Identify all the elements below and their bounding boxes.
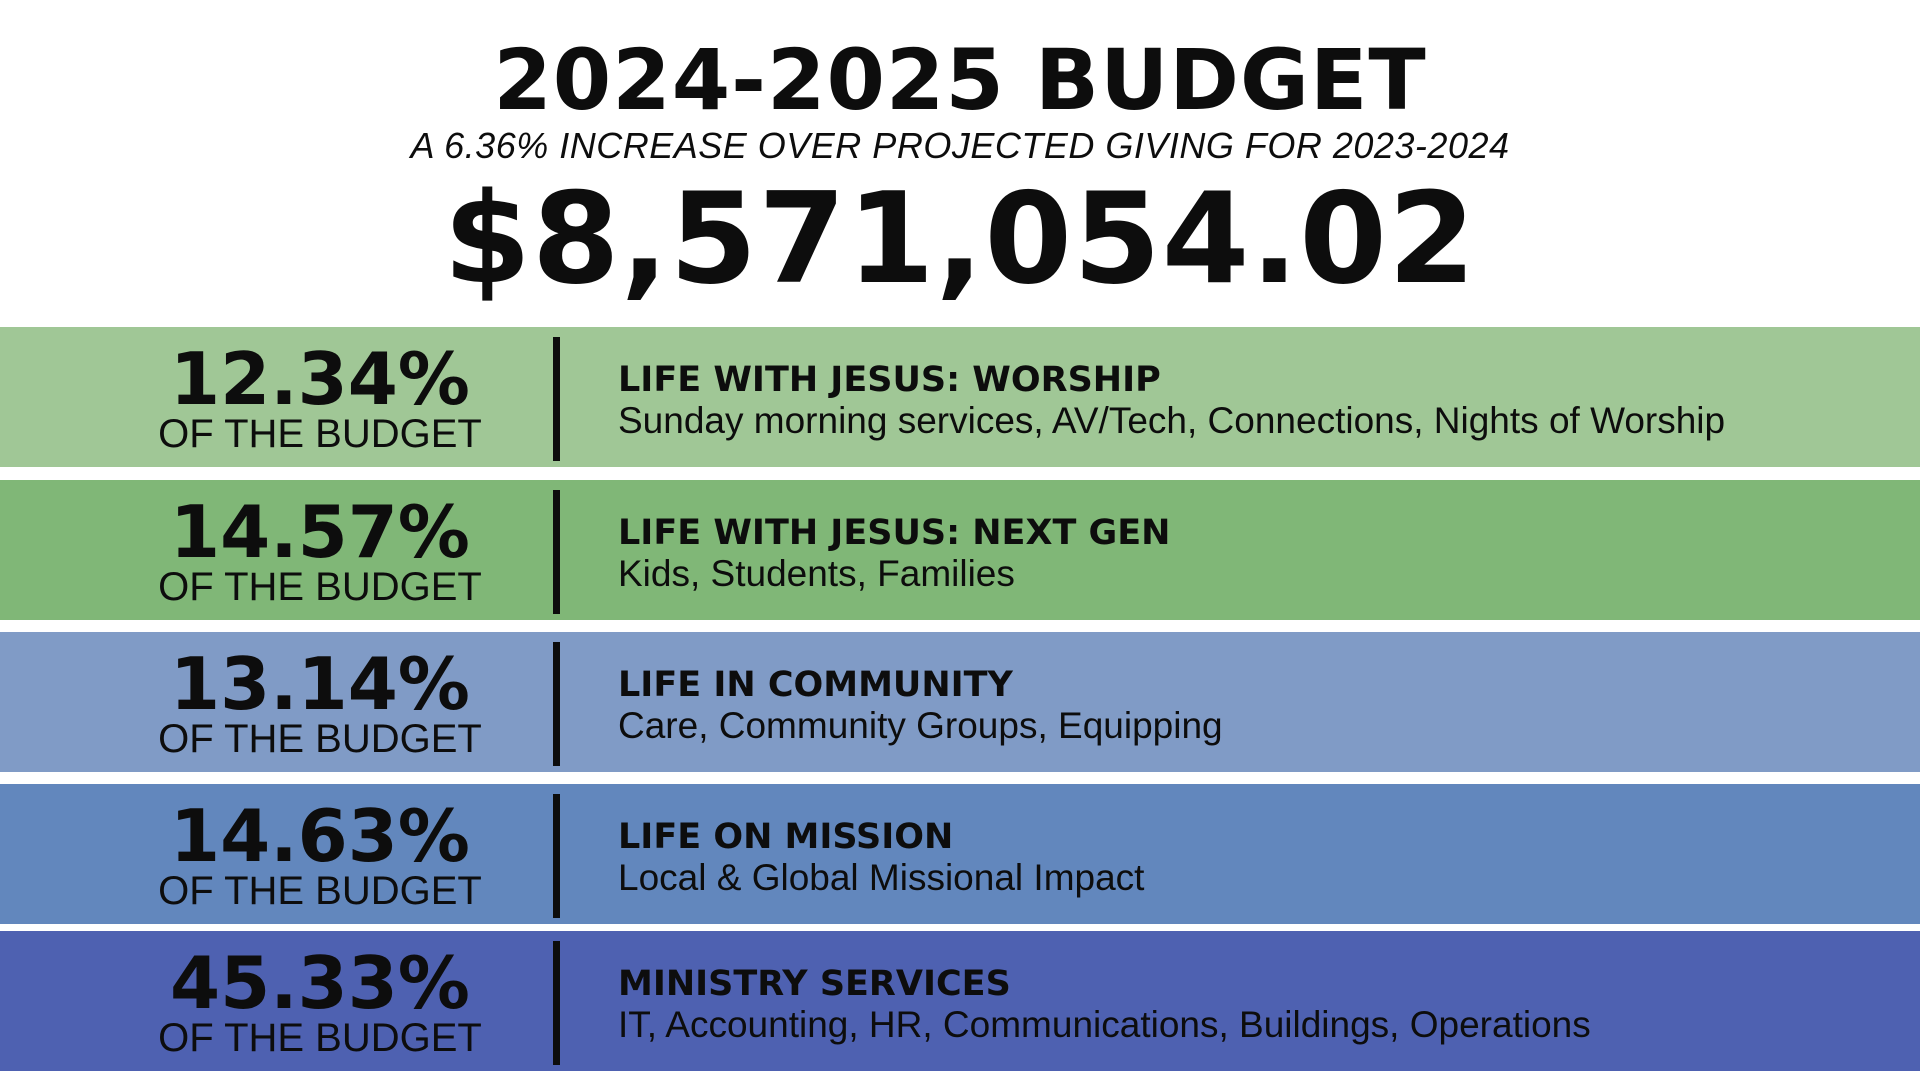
category-name: LIFE IN COMMUNITY — [618, 665, 1013, 705]
category-percent: 14.63% — [170, 794, 470, 878]
category-divider — [553, 794, 560, 918]
budget-total-amount: $8,571,054.02 — [443, 165, 1477, 312]
category-divider — [553, 337, 560, 461]
category-percent: 14.57% — [170, 490, 470, 574]
category-percent-label: OF THE BUDGET — [158, 412, 482, 456]
category-name: LIFE ON MISSION — [618, 817, 954, 857]
category-description: Local & Global Missional Impact — [618, 857, 1145, 898]
percent-block: 45.33% OF THE BUDGET — [120, 931, 520, 1071]
percent-block: 12.34% OF THE BUDGET — [120, 327, 520, 467]
page-subtitle: A 6.36% INCREASE OVER PROJECTED GIVING F… — [410, 125, 1510, 166]
budget-category-ministry-services: 45.33% OF THE BUDGET MINISTRY SERVICES I… — [0, 931, 1920, 1071]
percent-block: 13.14% OF THE BUDGET — [120, 632, 520, 772]
category-description: Sunday morning services, AV/Tech, Connec… — [618, 400, 1726, 441]
budget-category-worship: 12.34% OF THE BUDGET LIFE WITH JESUS: WO… — [0, 327, 1920, 467]
budget-category-next-gen: 14.57% OF THE BUDGET LIFE WITH JESUS: NE… — [0, 480, 1920, 620]
category-description: Kids, Students, Families — [618, 553, 1015, 594]
category-name: LIFE WITH JESUS: NEXT GEN — [618, 513, 1171, 553]
category-description: Care, Community Groups, Equipping — [618, 705, 1223, 746]
percent-block: 14.57% OF THE BUDGET — [120, 480, 520, 620]
category-percent: 45.33% — [170, 941, 470, 1025]
category-percent-label: OF THE BUDGET — [158, 869, 482, 913]
category-name: MINISTRY SERVICES — [618, 964, 1011, 1004]
budget-category-mission: 14.63% OF THE BUDGET LIFE ON MISSION Loc… — [0, 784, 1920, 924]
category-percent-label: OF THE BUDGET — [158, 717, 482, 761]
percent-block: 14.63% OF THE BUDGET — [120, 784, 520, 924]
category-divider — [553, 642, 560, 766]
budget-category-community: 13.14% OF THE BUDGET LIFE IN COMMUNITY C… — [0, 632, 1920, 772]
category-percent-label: OF THE BUDGET — [158, 565, 482, 609]
category-divider — [553, 941, 560, 1065]
budget-header: 2024-2025 BUDGET A 6.36% INCREASE OVER P… — [0, 0, 1920, 326]
category-percent: 12.34% — [170, 337, 470, 421]
category-name: LIFE WITH JESUS: WORSHIP — [618, 360, 1161, 400]
category-divider — [553, 490, 560, 614]
category-percent: 13.14% — [170, 642, 470, 726]
category-percent-label: OF THE BUDGET — [158, 1016, 482, 1060]
category-description: IT, Accounting, HR, Communications, Buil… — [618, 1004, 1591, 1045]
page-title: 2024-2025 BUDGET — [493, 31, 1427, 129]
